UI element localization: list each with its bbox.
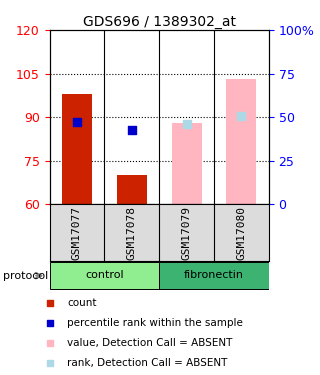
Text: GSM17079: GSM17079 xyxy=(182,206,192,260)
Bar xyxy=(62,94,92,204)
Text: value, Detection Call = ABSENT: value, Detection Call = ABSENT xyxy=(67,338,233,348)
Text: rank, Detection Call = ABSENT: rank, Detection Call = ABSENT xyxy=(67,358,228,368)
Text: GSM17077: GSM17077 xyxy=(72,206,82,260)
Bar xyxy=(172,123,202,204)
Point xyxy=(47,320,52,326)
Point xyxy=(75,118,80,124)
FancyBboxPatch shape xyxy=(50,262,159,289)
Point xyxy=(47,300,52,306)
FancyBboxPatch shape xyxy=(159,262,269,289)
Text: fibronectin: fibronectin xyxy=(184,270,244,280)
Point xyxy=(47,360,52,366)
Bar xyxy=(117,176,147,204)
Text: percentile rank within the sample: percentile rank within the sample xyxy=(67,318,243,328)
Text: protocol: protocol xyxy=(3,271,48,280)
Point xyxy=(47,340,52,346)
Title: GDS696 / 1389302_at: GDS696 / 1389302_at xyxy=(83,15,236,29)
Point xyxy=(184,122,189,128)
Bar xyxy=(226,80,256,204)
Point xyxy=(239,113,244,119)
Text: control: control xyxy=(85,270,124,280)
Text: count: count xyxy=(67,298,97,308)
Text: GSM17080: GSM17080 xyxy=(236,206,246,260)
Text: GSM17078: GSM17078 xyxy=(127,206,137,260)
Point xyxy=(129,127,134,133)
